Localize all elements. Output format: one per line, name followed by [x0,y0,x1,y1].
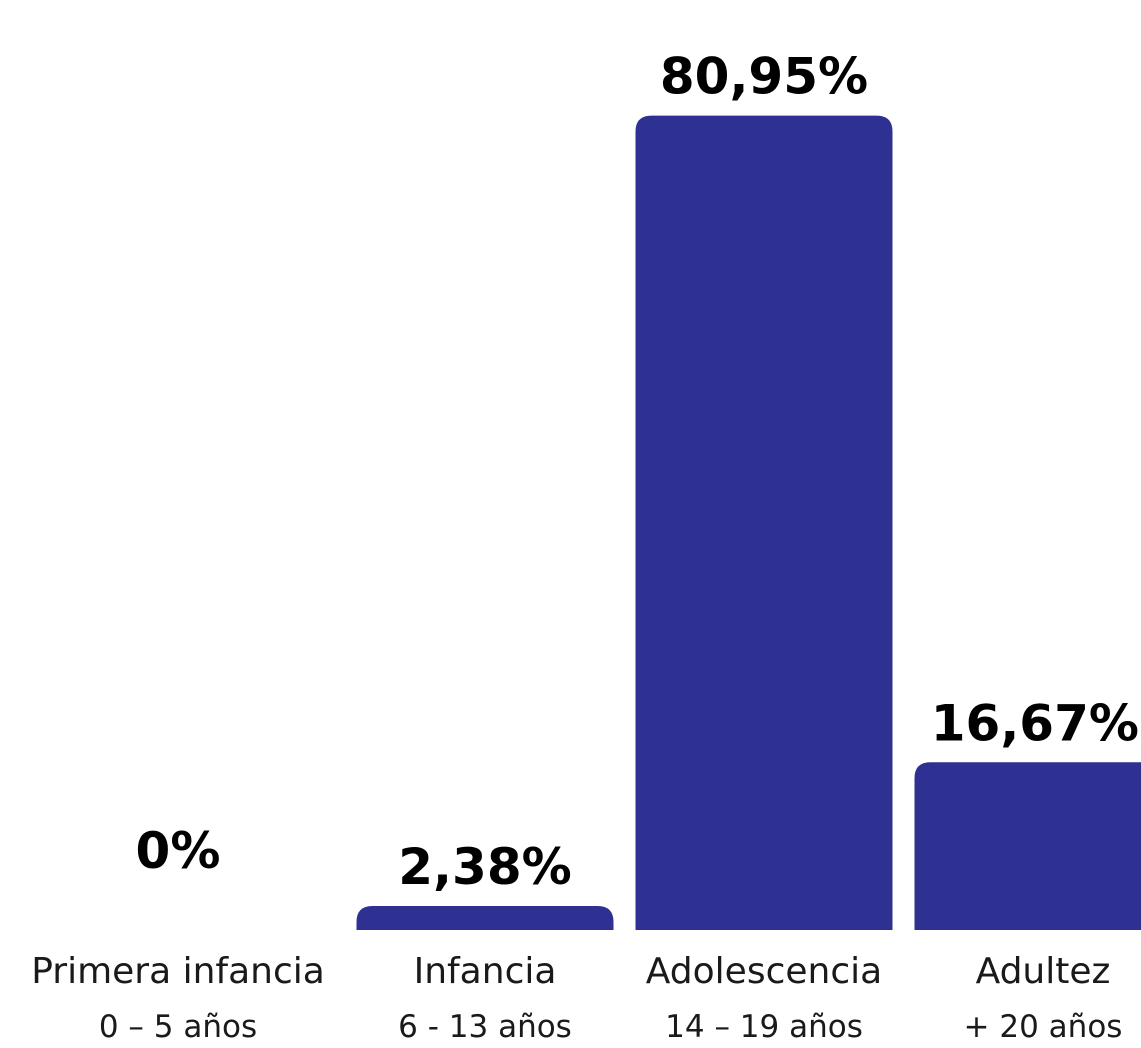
category-label-1: Primera infancia [31,951,325,992]
bar-2 [356,906,614,930]
value-labels-group: 0% 2,38% 80,95% 16,67% [136,48,1139,896]
value-label-4: 16,67% [931,694,1139,752]
category-labels-group: Primera infancia 0 – 5 años Infancia 6 - 13… [31,951,1122,1045]
bar-3 [635,115,893,930]
category-label-3: Adolescencia [646,951,882,992]
category-range-1: 0 – 5 años [99,1009,257,1045]
category-label-2: Infancia [414,951,557,992]
category-range-3: 14 – 19 años [665,1009,863,1045]
category-range-2: 6 - 13 años [398,1009,572,1045]
category-label-4: Adultez [976,951,1111,992]
value-label-1: 0% [136,822,221,880]
value-label-3: 80,95% [660,48,868,106]
category-range-4: + 20 años [964,1009,1123,1045]
value-label-2: 2,38% [398,838,571,896]
bar-4 [914,762,1141,930]
bars-group [356,115,1141,930]
